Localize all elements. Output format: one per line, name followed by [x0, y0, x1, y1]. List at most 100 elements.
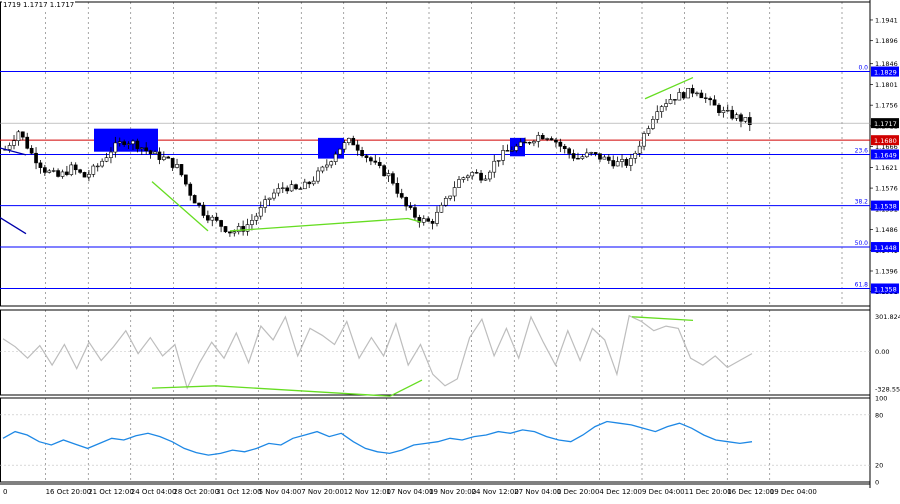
candle-body [87, 174, 91, 178]
candle-body [166, 156, 171, 159]
candle-body [452, 187, 457, 197]
candle-body [236, 226, 241, 233]
candle-body [78, 169, 82, 173]
x-tick-label: 27 Nov 04:00 [514, 488, 561, 496]
candle-body [373, 160, 378, 163]
candle-body [540, 135, 545, 140]
candle-body [276, 188, 281, 194]
candle-body [311, 180, 316, 185]
candle-body [391, 173, 395, 184]
candle-body [131, 140, 135, 145]
candle-body [628, 158, 633, 166]
current-price-label-bg [871, 118, 899, 129]
x-tick-label: 16 Dec 12:00 [727, 488, 774, 496]
candle-body [329, 161, 334, 166]
candle-body [280, 187, 285, 189]
candle-body [338, 148, 342, 155]
candle-body [82, 172, 87, 178]
candle-body [188, 183, 193, 196]
fib-level-label: 61.8 [855, 281, 869, 288]
candle-body [117, 141, 122, 144]
candle-body [377, 162, 382, 166]
candle-body [708, 98, 712, 101]
candle-body [474, 172, 479, 174]
cci-series-line [2, 314, 753, 390]
candle-body [382, 165, 386, 177]
price-tick-label: 1.1941 [875, 16, 898, 24]
candle-body [245, 224, 250, 232]
candle-body [342, 142, 347, 150]
candle-body [228, 231, 232, 234]
candle-body [606, 156, 611, 161]
candle-body [351, 137, 356, 146]
candle-body [153, 151, 157, 154]
rsi-series-line [2, 420, 753, 456]
candle-body [201, 204, 206, 216]
candle-body [122, 141, 127, 145]
candle-body [20, 131, 25, 138]
candle-body [369, 157, 373, 162]
candle-body [439, 204, 444, 213]
candle-body [144, 147, 149, 152]
candle-body [642, 133, 646, 147]
candle-body [514, 145, 519, 151]
level-price-label: 1.1538 [874, 203, 897, 211]
candle-body [479, 172, 483, 181]
candle-body [721, 110, 726, 113]
price-tick-label: 1.1896 [875, 37, 898, 45]
cci-axis-label: 0.00 [875, 348, 889, 356]
x-tick-label: 28 Oct 20:00 [173, 488, 219, 496]
candle-body [470, 172, 475, 177]
candle-body [571, 153, 576, 159]
divergence-trendline [644, 76, 694, 100]
candle-body [549, 138, 554, 141]
candle-body [523, 141, 527, 144]
candle-body [250, 220, 254, 225]
supply-zone [318, 137, 344, 159]
cci-divergence-trendline [151, 385, 217, 389]
candle-body [413, 207, 417, 218]
candle-body [589, 152, 594, 154]
divergence-trendline [151, 181, 209, 232]
candle-body [267, 197, 272, 200]
x-tick-label: 24 Nov 12:00 [472, 488, 519, 496]
candle-body [148, 150, 153, 154]
candle-body [298, 188, 303, 190]
rsi-axis-label: 80 [875, 411, 883, 419]
x-tick-label: 19 Dec 04:00 [770, 488, 817, 496]
candle-body [333, 153, 338, 162]
candle-body [646, 128, 651, 134]
candle-body [510, 150, 514, 152]
candle-body [690, 88, 695, 94]
x-tick-label: 12 Nov 12:00 [344, 488, 391, 496]
price-tick-label: 1.1666 [875, 143, 898, 151]
candle-body [496, 160, 501, 162]
candle-body [324, 164, 329, 168]
candle-body [421, 218, 426, 223]
fib-level-label: 0.0 [858, 65, 868, 72]
candle-body [457, 179, 461, 188]
x-tick-label: 1 Dec 20:00 [557, 488, 600, 496]
candle-body [673, 99, 677, 101]
candle-body [73, 164, 78, 171]
candle-body [316, 170, 320, 182]
candle-body [580, 156, 585, 159]
candle-body [104, 157, 109, 162]
candle-body [135, 140, 140, 149]
candle-body [25, 136, 30, 149]
candle-body [562, 145, 567, 150]
candle-body [584, 152, 589, 158]
candle-body [518, 141, 523, 147]
candle-body [355, 144, 360, 151]
candle-body [501, 150, 505, 161]
x-tick-label: 11 Dec 20:00 [685, 488, 732, 496]
candle-body [206, 215, 210, 221]
supply-zone [94, 128, 158, 152]
candle-body [426, 218, 431, 222]
candle-body [598, 153, 602, 160]
rsi-axis-label: 100 [875, 395, 887, 403]
candle-body [302, 181, 307, 190]
x-tick-label: 31 Oct 12:00 [216, 488, 262, 496]
